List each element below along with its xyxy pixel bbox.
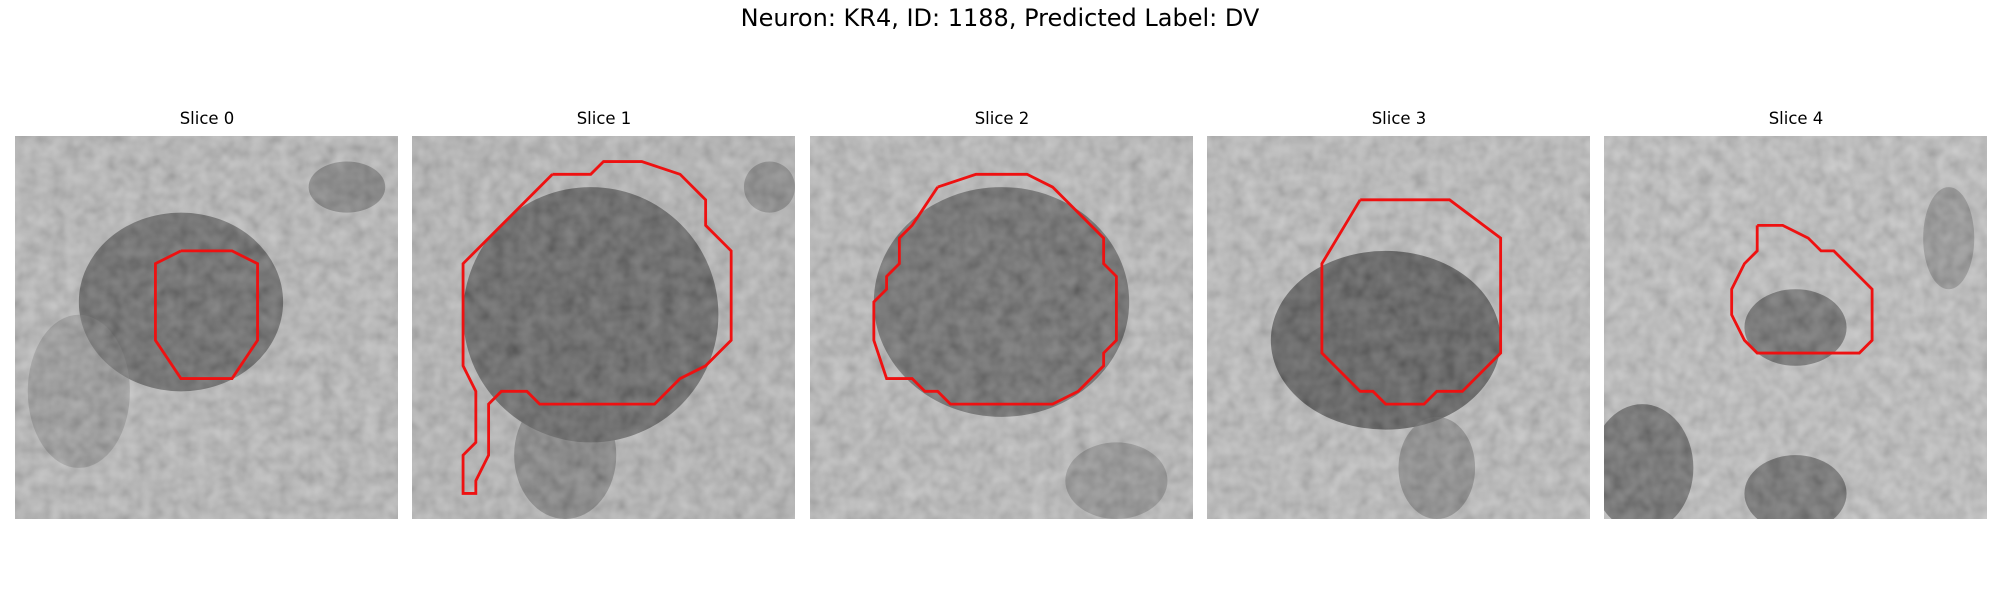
slice-title-2: Slice 2 (974, 109, 1030, 128)
slice-panel-4: Slice 4 (1604, 108, 1988, 519)
slice-image-4 (1604, 136, 1987, 519)
slice-panel-0: Slice 0 (15, 108, 399, 519)
slice-image-3 (1207, 136, 1590, 519)
slice-title-3: Slice 3 (1371, 109, 1427, 128)
slice-panel-3: Slice 3 (1207, 108, 1591, 519)
slice-panel-2: Slice 2 (810, 108, 1194, 519)
figure-title: Neuron: KR4, ID: 1188, Predicted Label: … (740, 4, 1260, 32)
slice-panel-1: Slice 1 (412, 108, 796, 519)
slice-title-0: Slice 0 (179, 109, 235, 128)
slice-title-4: Slice 4 (1768, 109, 1824, 128)
slice-image-0 (15, 136, 398, 519)
slice-title-1: Slice 1 (576, 109, 632, 128)
slice-image-2 (810, 136, 1193, 519)
slice-image-1 (412, 136, 795, 519)
